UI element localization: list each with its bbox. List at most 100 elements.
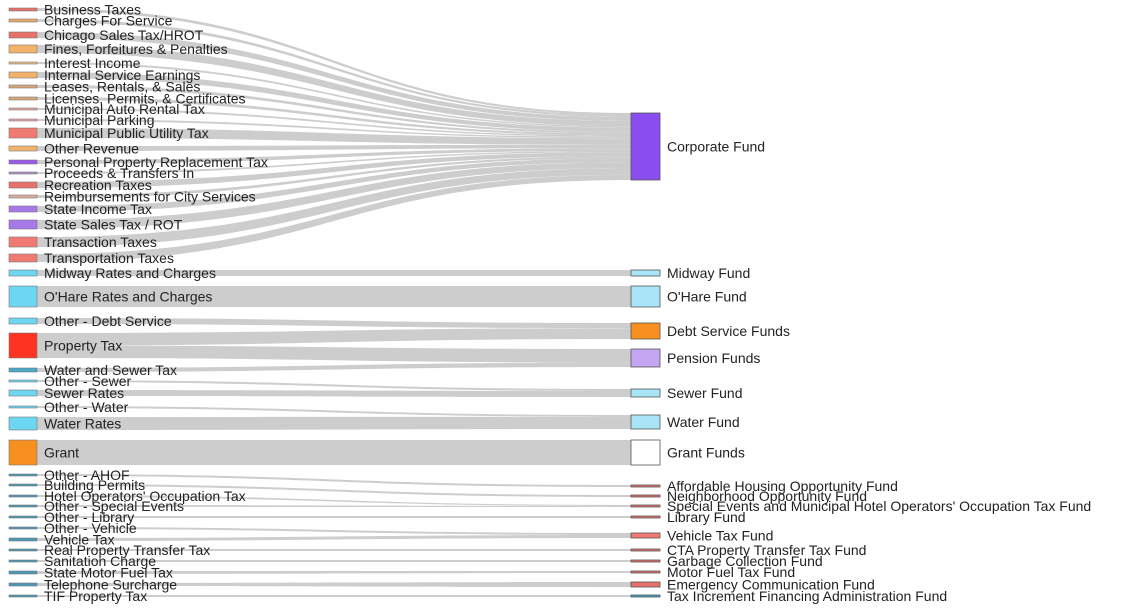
link-35[interactable]: [37, 505, 631, 507]
source-node-municipal-auto-rental-tax[interactable]: [8, 107, 38, 111]
source-node-telephone-surcharge[interactable]: [8, 582, 38, 587]
link-23[interactable]: [37, 318, 631, 329]
source-node-business-taxes[interactable]: [8, 7, 38, 12]
link-18[interactable]: [37, 162, 631, 229]
link-37[interactable]: [37, 527, 631, 535]
source-node-building-permits[interactable]: [8, 483, 38, 487]
link-14[interactable]: [37, 150, 631, 174]
link-31[interactable]: [37, 440, 631, 465]
source-node-state-sales-tax-rot[interactable]: [8, 219, 38, 230]
target-node-grant-funds[interactable]: [630, 439, 661, 466]
link-42[interactable]: [37, 582, 631, 587]
link-33[interactable]: [37, 484, 631, 497]
target-node-motor-fuel-tax-fund[interactable]: [630, 570, 661, 574]
link-38[interactable]: [37, 535, 631, 541]
target-node-tax-increment-financing-administration-fund[interactable]: [630, 594, 661, 598]
source-node-real-property-transfer-tax[interactable]: [8, 548, 38, 552]
source-node-other-ahof[interactable]: [8, 473, 38, 477]
link-28[interactable]: [37, 390, 631, 397]
source-node-municipal-parking[interactable]: [8, 118, 38, 122]
link-25[interactable]: [37, 345, 631, 363]
target-node-sewer-fund[interactable]: [630, 388, 661, 398]
source-node-grant[interactable]: [8, 439, 38, 466]
target-node-affordable-housing-opportunity-fund[interactable]: [630, 484, 661, 488]
target-node-water-fund[interactable]: [630, 414, 661, 430]
target-node-vehicle-tax-fund[interactable]: [630, 532, 661, 539]
link-21[interactable]: [37, 270, 631, 276]
link-15[interactable]: [37, 152, 631, 188]
source-node-property-tax[interactable]: [8, 332, 38, 359]
link-16[interactable]: [37, 156, 631, 198]
link-32[interactable]: [37, 474, 631, 487]
source-node-state-income-tax[interactable]: [8, 205, 38, 213]
link-12[interactable]: [37, 144, 631, 151]
target-node-corporate-fund[interactable]: [630, 112, 661, 181]
link-8[interactable]: [37, 97, 631, 136]
link-27[interactable]: [37, 380, 631, 391]
source-node-proceeds-transfers-in[interactable]: [8, 171, 38, 175]
link-9[interactable]: [37, 108, 631, 137]
link-3[interactable]: [37, 32, 631, 121]
source-node-sewer-rates[interactable]: [8, 389, 38, 397]
source-node-water-and-sewer-tax[interactable]: [8, 367, 38, 373]
link-43[interactable]: [37, 595, 631, 597]
source-node-interest-income[interactable]: [8, 61, 38, 65]
source-node-other-debt-service[interactable]: [8, 317, 38, 325]
link-13[interactable]: [37, 148, 631, 164]
source-node-midway-rates-and-charges[interactable]: [8, 269, 38, 277]
source-node-o-hare-rates-and-charges[interactable]: [8, 285, 38, 308]
link-22[interactable]: [37, 286, 631, 307]
source-node-other-water[interactable]: [8, 405, 38, 409]
source-node-tif-property-tax[interactable]: [8, 594, 38, 598]
link-4[interactable]: [37, 45, 631, 127]
link-7[interactable]: [37, 85, 631, 134]
source-node-hotel-operators-occupation-tax[interactable]: [8, 494, 38, 498]
source-node-other-special-events[interactable]: [8, 504, 38, 508]
link-11[interactable]: [37, 128, 631, 145]
source-node-reimbursements-for-city-services[interactable]: [8, 194, 38, 199]
source-node-charges-for-service[interactable]: [8, 18, 38, 23]
source-node-leases-rentals-sales[interactable]: [8, 84, 38, 89]
target-node-midway-fund[interactable]: [630, 269, 661, 277]
link-41[interactable]: [37, 571, 631, 574]
link-10[interactable]: [37, 119, 631, 139]
link-17[interactable]: [37, 158, 631, 212]
link-5[interactable]: [37, 62, 631, 128]
source-node-transportation-taxes[interactable]: [8, 253, 38, 263]
source-node-internal-service-earnings[interactable]: [8, 71, 38, 79]
link-29[interactable]: [37, 406, 631, 417]
target-node-o-hare-fund[interactable]: [630, 285, 661, 308]
link-26[interactable]: [37, 362, 631, 372]
link-40[interactable]: [37, 560, 631, 562]
source-node-other-library[interactable]: [8, 515, 38, 519]
source-node-fines-forfeitures-penalties[interactable]: [8, 44, 38, 54]
target-node-garbage-collection-fund[interactable]: [630, 559, 661, 563]
target-node-cta-property-transfer-tax-fund[interactable]: [630, 548, 661, 552]
link-39[interactable]: [37, 549, 631, 551]
target-node-neighborhood-opportunity-fund[interactable]: [630, 494, 661, 498]
link-2[interactable]: [37, 19, 631, 117]
link-24[interactable]: [37, 328, 631, 346]
link-30[interactable]: [37, 416, 631, 430]
source-node-transaction-taxes[interactable]: [8, 236, 38, 248]
target-node-emergency-communication-fund[interactable]: [630, 581, 661, 588]
target-node-special-events-and-municipal-hotel-operators-occupation-tax-fund[interactable]: [630, 504, 661, 508]
link-6[interactable]: [37, 72, 631, 132]
source-node-other-sewer[interactable]: [8, 379, 38, 383]
source-node-chicago-sales-tax-hrot[interactable]: [8, 31, 38, 39]
source-node-sanitation-charge[interactable]: [8, 559, 38, 563]
source-node-water-rates[interactable]: [8, 416, 38, 431]
source-node-recreation-taxes[interactable]: [8, 181, 38, 189]
link-34[interactable]: [37, 495, 631, 506]
source-node-municipal-public-utility-tax[interactable]: [8, 127, 38, 139]
link-19[interactable]: [37, 168, 631, 247]
target-node-library-fund[interactable]: [630, 515, 661, 519]
source-node-licenses-permits-certificates[interactable]: [8, 96, 38, 101]
source-node-other-revenue[interactable]: [8, 145, 38, 152]
source-node-state-motor-fuel-tax[interactable]: [8, 570, 38, 575]
link-1[interactable]: [37, 8, 631, 115]
source-node-other-vehicle[interactable]: [8, 526, 38, 530]
link-20[interactable]: [37, 174, 631, 262]
source-node-personal-property-replacement-tax[interactable]: [8, 159, 38, 165]
target-node-debt-service-funds[interactable]: [630, 322, 661, 340]
